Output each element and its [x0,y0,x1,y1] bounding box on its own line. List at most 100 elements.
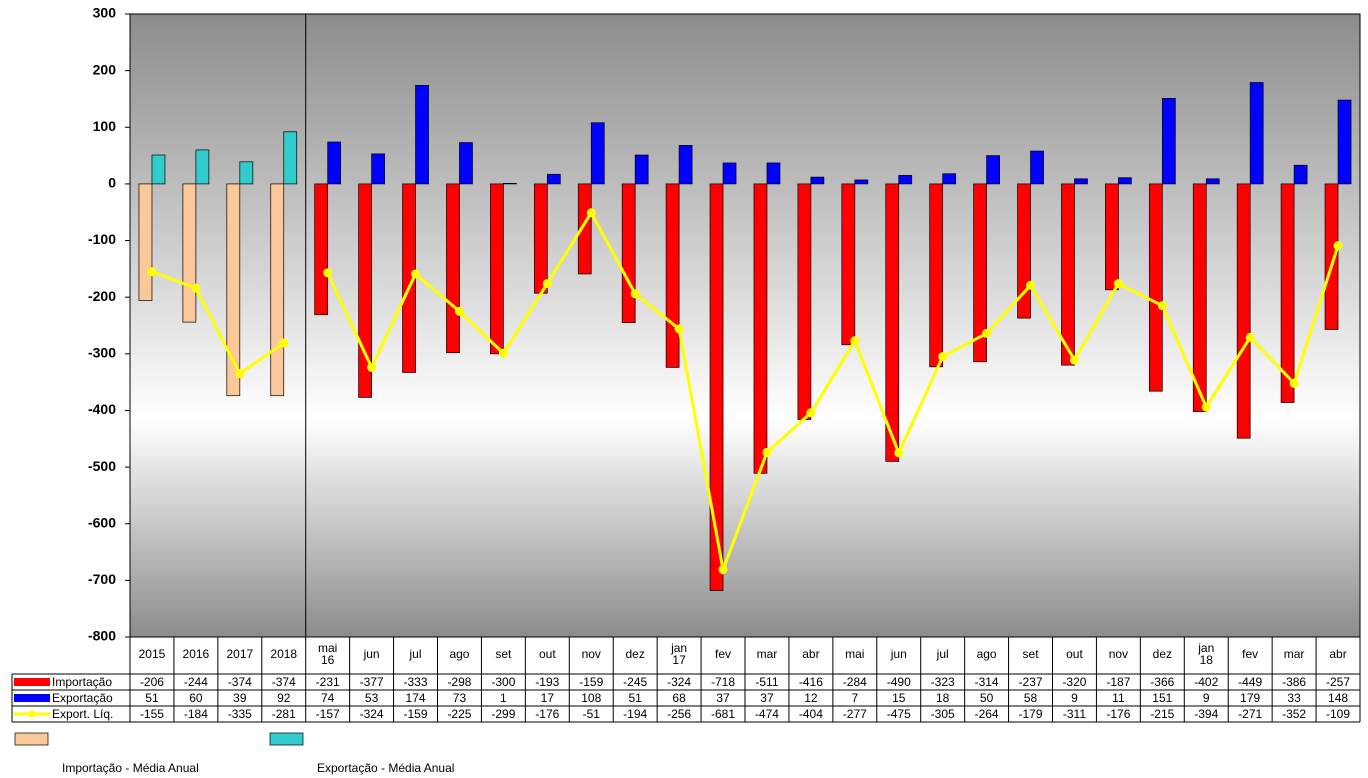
table-value: 1 [500,691,507,705]
table-value: 9 [1203,691,1210,705]
y-tick-label: 100 [93,118,117,134]
bar [841,183,856,346]
legend-swatch [14,694,50,702]
table-value: 51 [628,691,642,705]
line-point [454,306,464,316]
line-point [235,369,245,379]
bar [709,183,724,591]
bar [490,183,504,355]
table-value: -51 [583,707,601,721]
line-point [191,283,201,293]
table-value: -206 [140,675,164,689]
bar [446,183,460,354]
table-value: 37 [760,691,774,705]
table-value: -490 [887,675,911,689]
legend-swatch [14,732,49,746]
bar [239,161,254,185]
y-tick-label: -700 [88,571,116,587]
table-value: 18 [936,691,950,705]
legend-label: Importação - Média Anual [62,761,199,775]
table-value: -244 [184,675,208,689]
bar [678,145,693,185]
bar [1118,177,1132,185]
bar [590,122,605,185]
bar [665,183,680,368]
table-value: -271 [1238,707,1262,721]
line-point [850,336,860,346]
table-value: -314 [975,675,999,689]
line-point [1069,355,1079,365]
table-value: -394 [1194,707,1218,721]
table-value: -475 [887,707,911,721]
table-value: -300 [491,675,515,689]
y-tick-label: -600 [88,514,116,530]
table-value: 7 [851,691,858,705]
table-value: -681 [711,707,735,721]
table-value: 9 [1071,691,1078,705]
bar [283,131,298,185]
table-value: 68 [672,691,686,705]
bar [503,182,517,185]
y-tick-label: 200 [93,61,117,77]
bar [1192,183,1207,412]
table-value: 174 [406,691,426,705]
category-label: nov [1109,647,1128,661]
bar [270,183,285,397]
bar [1324,183,1339,330]
category-label: 2015 [139,647,166,661]
table-value: -257 [1326,675,1350,689]
line-point [323,268,333,278]
table-value: 50 [980,691,994,705]
table-value: -474 [755,707,779,721]
bar [1249,82,1264,185]
category-label: dez [625,647,644,661]
table-value: -366 [1150,675,1174,689]
bar [797,183,812,420]
line-point [498,348,508,358]
legend-label: Importação [52,675,112,689]
line-point [586,208,596,218]
category-label: ago [977,647,997,661]
table-value: -311 [1063,707,1086,721]
y-tick-label: -100 [88,231,116,247]
bar [810,176,825,185]
bar [722,162,737,185]
table-value: -179 [1019,707,1043,721]
table-value: -264 [975,707,999,721]
bar [577,183,592,275]
bar [1030,150,1044,185]
table-value: -323 [931,675,955,689]
category-label: jul [936,647,949,661]
table-value: 11 [1112,691,1125,705]
table-value: -237 [1019,675,1043,689]
y-tick-label: 300 [93,5,117,21]
category-label: mar [1284,647,1305,661]
legend-swatch [28,710,36,718]
bar [753,183,768,474]
table-value: -449 [1238,675,1262,689]
line-point [894,448,904,458]
category-label: 2017 [226,647,253,661]
table-value: 92 [277,691,291,705]
line-point [982,328,992,338]
y-tick-label: 0 [108,175,116,191]
line-point [938,352,948,362]
category-label: abr [802,647,819,661]
bar [898,175,913,185]
legend-swatch [14,678,50,686]
category-label: out [539,647,556,661]
line [326,209,1340,576]
table-value: -324 [667,675,691,689]
legend-label: Export. Líq. [52,707,113,721]
bar [415,85,429,185]
table-value: -298 [447,675,471,689]
line-point [1245,332,1255,342]
bar [327,141,342,185]
table-value: -386 [1282,675,1306,689]
line-point [630,289,640,299]
line-point [411,269,421,279]
bar [1293,164,1308,185]
line-point [279,338,289,348]
table-value: -374 [272,675,296,689]
